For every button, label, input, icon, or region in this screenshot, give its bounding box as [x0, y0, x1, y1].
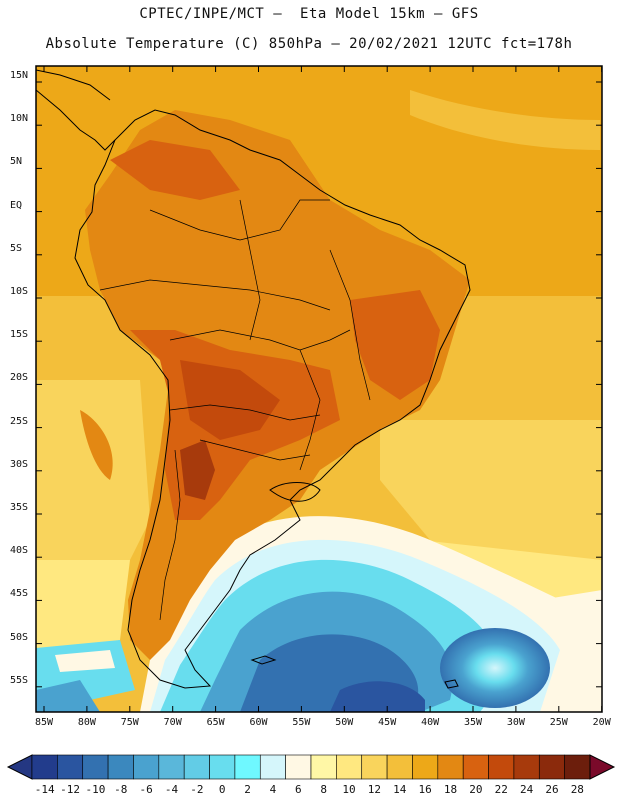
field-pacific-patch [80, 410, 113, 480]
colorbar-swatch [336, 754, 363, 780]
field-pacific-band [55, 650, 115, 672]
lon-label: 45W [378, 717, 397, 728]
lat-label: 5N [10, 156, 23, 168]
colorbar-tick-label: 28 [570, 783, 584, 796]
colorbar-swatch [564, 754, 591, 780]
colorbar-swatch [209, 754, 236, 780]
field-brazil-hot [350, 290, 440, 400]
field-cold-swirl [440, 628, 550, 708]
colorbar-tick-label: -4 [164, 783, 179, 796]
field-cold-6 [330, 681, 425, 712]
lon-label: 40W [421, 717, 440, 728]
field-pacific-colder [36, 680, 100, 712]
colorbar-swatch [285, 754, 312, 780]
colorbar-tick-label: -12 [60, 783, 80, 796]
colorbar-tick-label: 2 [244, 783, 251, 796]
colorbar-tick-label: 12 [367, 783, 382, 796]
colorbar-tick-label: 4 [269, 783, 277, 796]
colorbar-tick-label: -2 [190, 783, 204, 796]
colorbar-tick-label: 20 [469, 783, 483, 796]
lon-label: 65W [206, 717, 225, 728]
colorbar-tick-label: 8 [320, 783, 327, 796]
field-andes-hot [180, 440, 215, 500]
lon-label: 70W [163, 717, 182, 728]
colorbar-tick-label: 18 [443, 783, 458, 796]
colorbar-swatch [183, 754, 210, 780]
colorbar-over-arrow [589, 754, 616, 780]
colorbar-swatch [513, 754, 540, 780]
lat-label: 55S [10, 674, 29, 686]
colorbar-tick-label: 16 [418, 783, 432, 796]
map-ticks [36, 66, 603, 712]
lat-label: EQ [10, 199, 23, 211]
colorbar-tick-label: 24 [519, 783, 534, 796]
lat-label: 15S [10, 329, 29, 341]
lon-label: 60W [249, 717, 268, 728]
lon-label: 20W [592, 717, 611, 728]
colorbar-swatch [158, 754, 185, 780]
temperature-field [36, 66, 602, 712]
colorbar-tick-label: 10 [342, 783, 356, 796]
lat-label: 15N [10, 70, 29, 81]
colorbar-swatch [310, 754, 337, 780]
colorbar-tick-label: 0 [218, 783, 226, 796]
colorbar-swatch [31, 754, 58, 780]
lat-label: 45S [10, 588, 29, 600]
colorbar [6, 754, 616, 780]
lat-label: 30S [10, 458, 29, 470]
colorbar-tick-label: -10 [85, 783, 106, 796]
lat-label: 10S [10, 286, 29, 297]
map-subtitle: Absolute Temperature (C) 850hPa – 20/02/… [45, 36, 573, 52]
colorbar-swatch [133, 754, 160, 780]
colorbar-swatch [437, 754, 464, 780]
lat-label: 10N [10, 113, 29, 125]
colorbar-tick-label: -8 [114, 783, 128, 796]
colorbar-swatch [538, 754, 565, 780]
colorbar-swatch [107, 754, 134, 780]
colorbar-swatch [386, 754, 413, 780]
field-north-hot [110, 140, 240, 200]
lon-label: 25W [549, 717, 568, 728]
lon-label: 50W [335, 717, 354, 728]
colorbar-swatch [234, 754, 261, 780]
colorbar-tick-label: 14 [393, 783, 407, 796]
lat-label: 20S [10, 372, 29, 384]
lat-label: 5S [10, 242, 23, 254]
colorbar-swatch [412, 754, 439, 780]
colorbar-swatch [57, 754, 84, 780]
colorbar-tick-label: 22 [494, 783, 508, 796]
colorbar-tick-label: 6 [295, 783, 302, 796]
colorbar-swatch [488, 754, 515, 780]
field-pacific-mid [36, 560, 130, 660]
lon-label: 80W [77, 717, 96, 728]
lat-label: 25S [10, 415, 29, 427]
lat-label: 50S [10, 631, 29, 643]
colorbar-under-arrow [6, 754, 33, 780]
colorbar-tick-label: 26 [545, 783, 559, 796]
map-frame [35, 65, 603, 713]
lon-label: 30W [506, 717, 525, 728]
field-chaco-hot [180, 360, 280, 440]
lon-label: 85W [34, 717, 54, 728]
colorbar-swatch [462, 754, 489, 780]
coastlines [35, 69, 471, 689]
field-atlantic-pale [540, 590, 602, 650]
country-borders [99, 199, 371, 621]
colorbar-swatch [259, 754, 286, 780]
colorbar-swatch [361, 754, 388, 780]
lat-label: 35S [10, 502, 29, 513]
colorbar-tick-label: -14 [34, 783, 55, 796]
colorbar-tick-label: -6 [139, 783, 153, 796]
lon-label: 55W [292, 717, 311, 728]
lat-label: 40S [10, 545, 29, 557]
field-caribbean-band [410, 90, 600, 150]
colorbar-swatch [82, 754, 109, 780]
field-pacific-warm [36, 380, 150, 560]
lon-label: 75W [120, 717, 139, 728]
map-title: CPTEC/INPE/MCT – Eta Model 15km – GFS [139, 6, 479, 22]
lon-label: 35W [463, 717, 483, 728]
